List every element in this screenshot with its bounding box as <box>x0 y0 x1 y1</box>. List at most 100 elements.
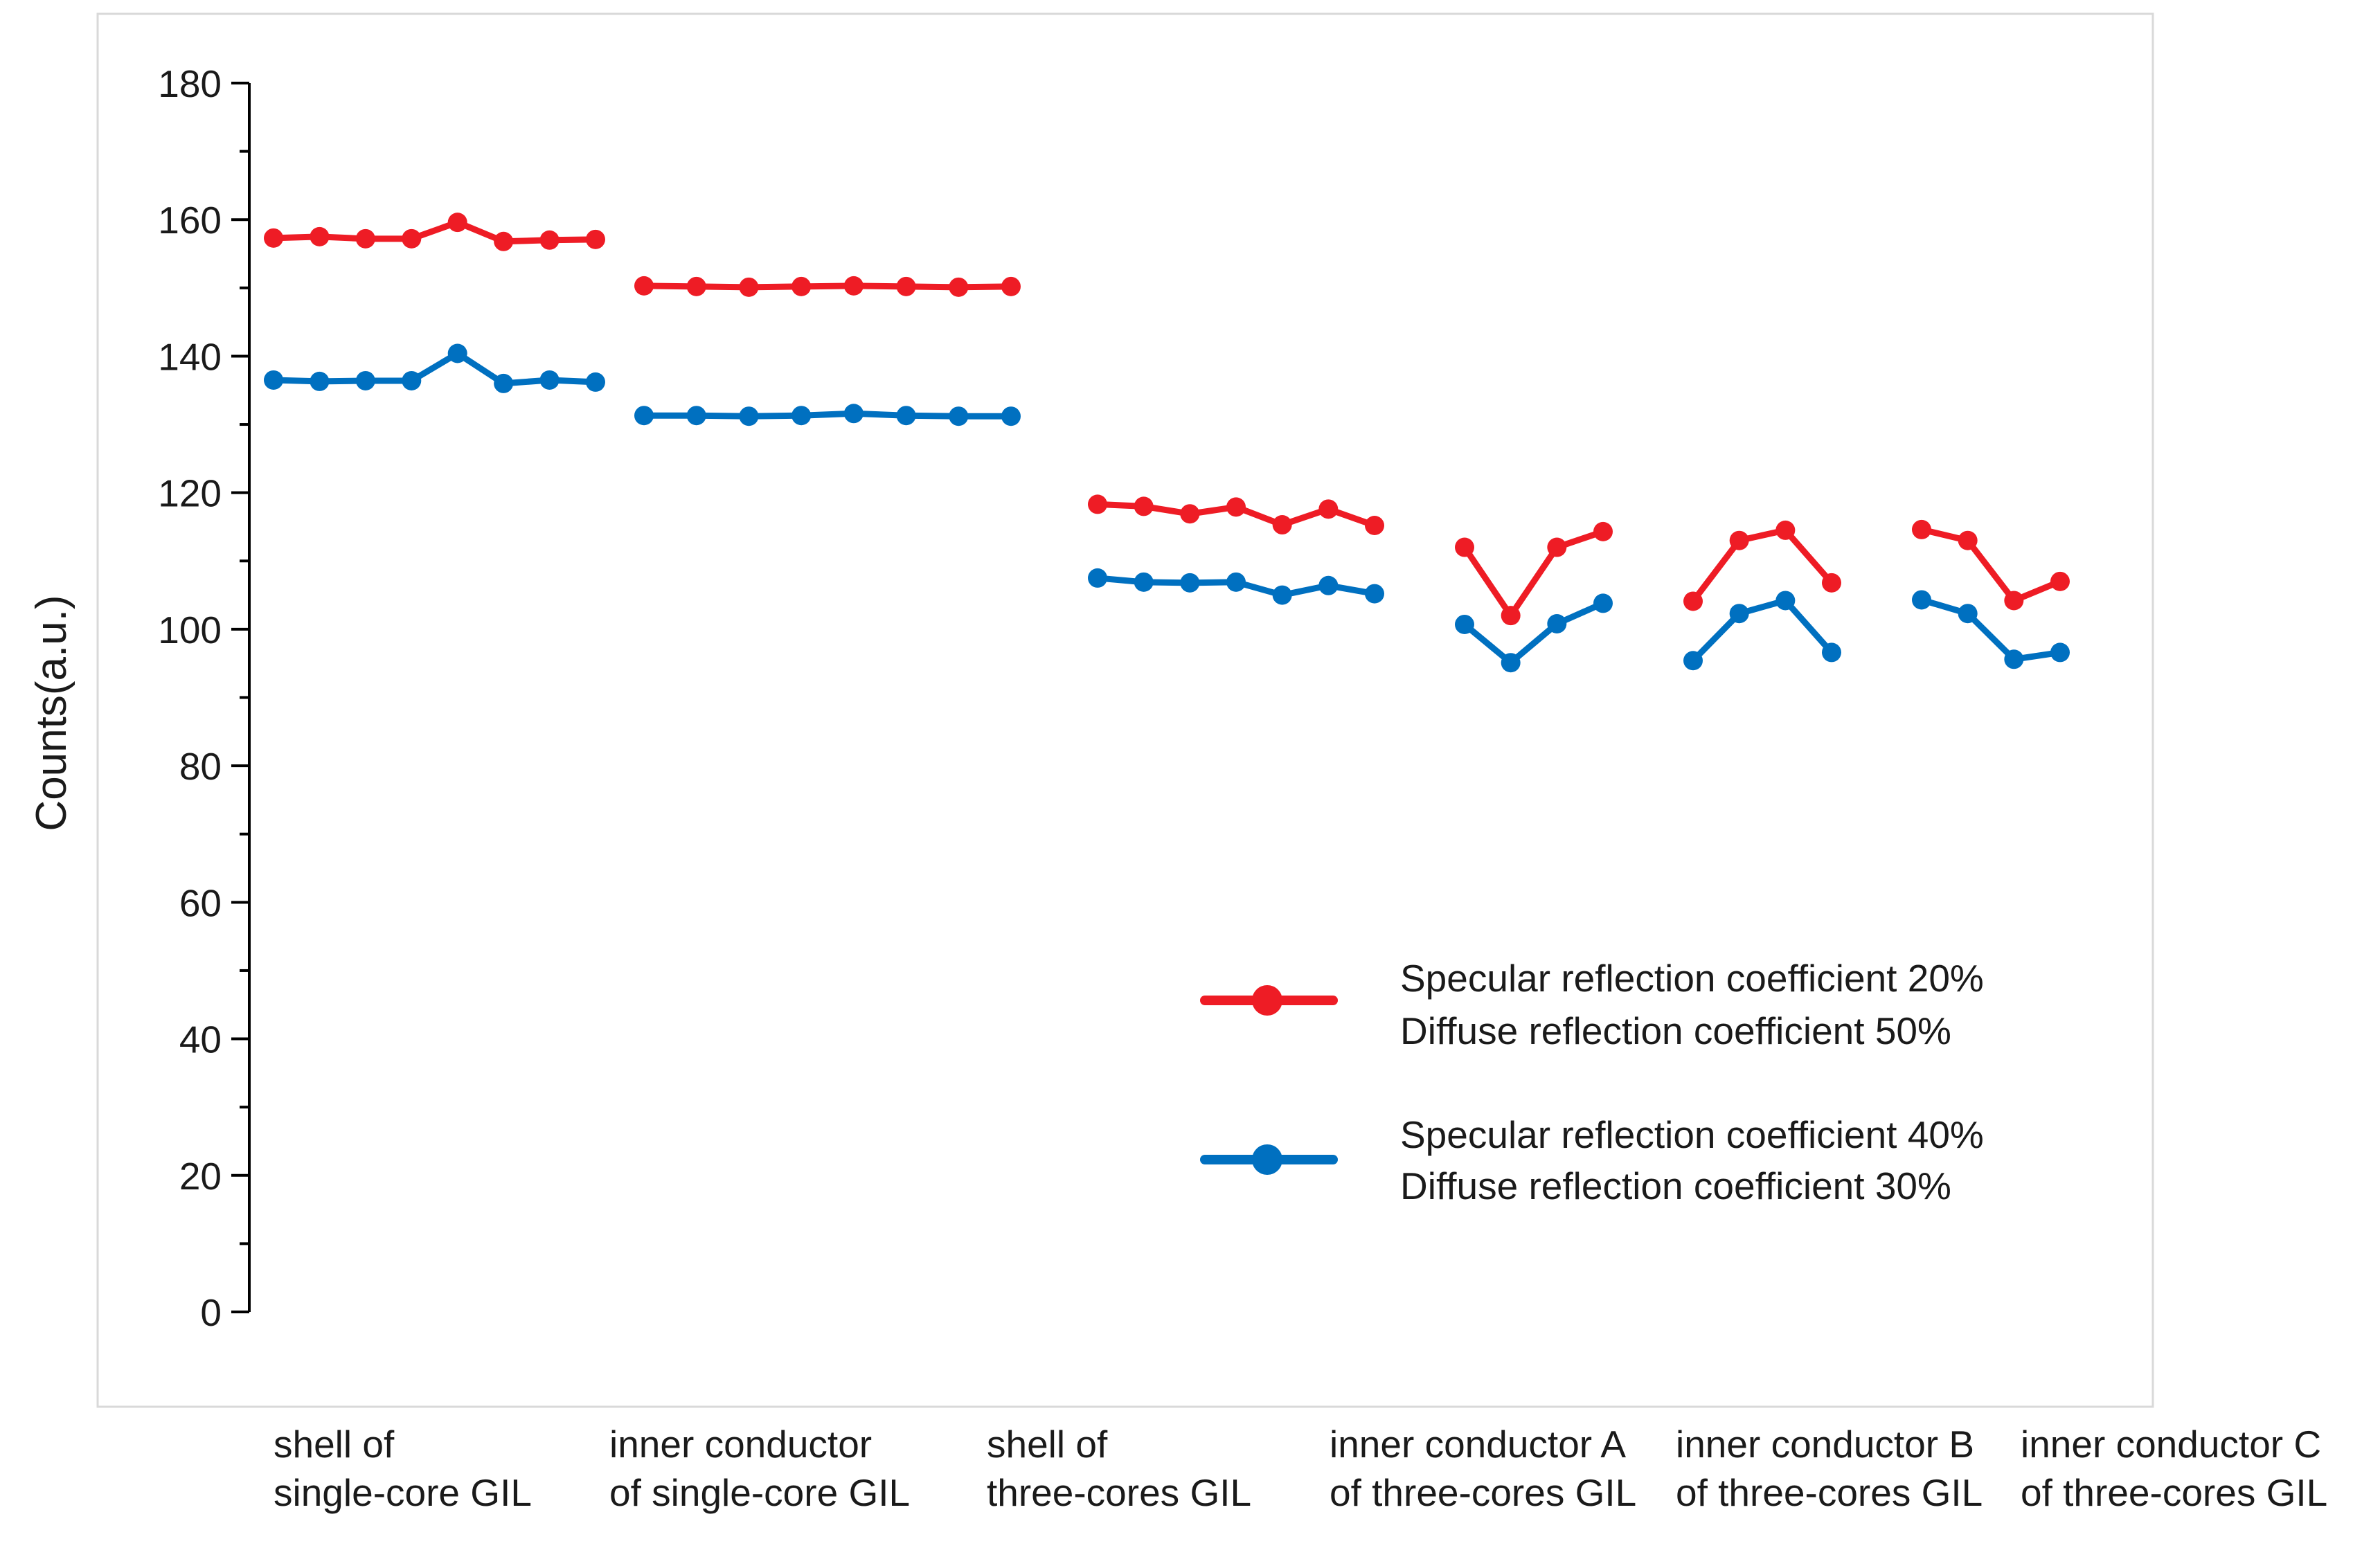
series-2-point <box>539 370 560 390</box>
series-1-point <box>1272 515 1292 535</box>
series-2-point <box>949 406 969 426</box>
y-axis: 0 20 40 60 80 100 120 140 160 180 <box>158 62 251 1334</box>
y-tick-label: 0 <box>200 1291 222 1334</box>
series-2-point <box>1134 572 1154 592</box>
x-category-label-line1: shell of <box>987 1423 1108 1466</box>
series-1-point <box>1501 606 1521 626</box>
series-1-point <box>1318 499 1339 519</box>
series-2-point <box>1501 653 1521 673</box>
series-1-point <box>1822 573 1841 593</box>
series-layer <box>264 213 2070 673</box>
series-1-point <box>949 277 969 297</box>
x-category-label-line2: of three-cores GIL <box>2021 1471 2327 1514</box>
y-tick-label: 60 <box>179 881 222 924</box>
series-2-point <box>494 373 514 393</box>
series-2-point <box>1822 642 1841 663</box>
series-2-point <box>355 370 375 390</box>
series-2-point <box>1547 614 1567 633</box>
series-1-point <box>2050 571 2070 591</box>
series-1-point <box>896 276 916 296</box>
series-1-line-group-6 <box>1918 526 2064 604</box>
x-category-label-line1: inner conductor C <box>2021 1423 2321 1466</box>
series-2-point <box>1272 585 1292 605</box>
y-tick-label: 80 <box>179 745 222 788</box>
x-category-label-line2: of single-core GIL <box>609 1471 910 1514</box>
x-category-label-line1: shell of <box>274 1423 395 1466</box>
legend: Specular reflection coefficient 20% Diff… <box>1200 957 1984 1207</box>
series-1-point <box>1001 276 1021 296</box>
series-1-point <box>1226 497 1246 517</box>
series-1-point <box>355 228 375 249</box>
series-1-point <box>310 226 330 246</box>
series-1-point <box>1134 496 1154 516</box>
series-1-point <box>447 213 467 233</box>
series-2-point <box>1593 593 1613 613</box>
x-category-labels: shell of single-core GIL inner conductor of… <box>274 1423 2327 1514</box>
series-2-point <box>1088 568 1107 588</box>
series-1-point <box>686 276 706 296</box>
series-1-point <box>1180 504 1200 524</box>
series-1-point <box>843 276 864 296</box>
legend-marker-series-2 <box>1252 1144 1282 1175</box>
plot-frame <box>96 12 2154 1408</box>
series-1-point <box>1088 494 1107 514</box>
series-2-point <box>447 343 467 363</box>
series-1-line-group-5 <box>1690 527 1835 604</box>
series-1-point <box>402 228 422 249</box>
series-2-point <box>402 370 422 390</box>
series-2-point <box>1729 604 1749 624</box>
series-2-point <box>586 372 605 392</box>
series-2-line-group-4 <box>1461 600 1607 666</box>
x-category-label-line2: of three-cores GIL <box>1676 1471 1983 1514</box>
y-tick-label: 120 <box>158 472 222 515</box>
series-2-point <box>1318 575 1339 595</box>
series-1-point <box>539 230 560 250</box>
legend-label-series-2: Specular reflection coefficient 40% <box>1400 1113 1984 1156</box>
series-2-point <box>1912 590 1931 610</box>
series-1-point <box>1365 516 1384 535</box>
legend-label-series-1: Specular reflection coefficient 20% <box>1400 957 1984 1000</box>
series-2-point <box>1683 651 1703 671</box>
y-tick-label: 20 <box>179 1155 222 1198</box>
series-2-point <box>1180 573 1200 593</box>
y-tick-label: 100 <box>158 609 222 651</box>
x-category-label-line2: of three-cores GIL <box>1330 1471 1636 1514</box>
legend-marker-series-1 <box>1252 985 1282 1016</box>
series-2-point <box>2050 642 2070 663</box>
y-tick-label: 140 <box>158 335 222 378</box>
series-1-point <box>1683 591 1703 611</box>
x-category-label-line1: inner conductor <box>609 1423 872 1466</box>
series-2-point <box>1365 584 1384 604</box>
series-1-point <box>791 276 812 296</box>
series-2-point <box>2004 649 2024 669</box>
series-2-point <box>686 406 706 426</box>
series-2-point <box>791 406 812 426</box>
series-2-point <box>1001 406 1021 426</box>
series-2-line-group-6 <box>1918 596 2064 663</box>
y-axis-label: Counts(a.u.) <box>28 595 75 831</box>
series-1-point <box>1775 520 1796 540</box>
series-1-point <box>739 277 759 297</box>
series-2-point <box>1775 591 1796 611</box>
series-1-point <box>1593 521 1613 541</box>
series-1-point <box>264 228 283 248</box>
series-2-point <box>843 404 864 424</box>
series-2-point <box>1455 614 1474 634</box>
series-1-point <box>2004 591 2024 611</box>
x-category-label-line1: inner conductor A <box>1330 1423 1626 1466</box>
series-1-point <box>494 231 514 251</box>
series-2-point <box>634 406 654 426</box>
series-1-line-group-4 <box>1461 528 1607 619</box>
series-1-point <box>1729 530 1749 550</box>
legend-label-series-2-line2: Diffuse reflection coefficient 30% <box>1400 1164 1951 1207</box>
series-2-point <box>1958 604 1978 624</box>
series-2-line-group-5 <box>1690 597 1835 664</box>
y-tick-label: 40 <box>179 1018 222 1061</box>
series-2-point <box>739 406 759 426</box>
series-1-point <box>634 276 654 296</box>
legend-label-series-1-line2: Diffuse reflection coefficient 50% <box>1400 1009 1951 1052</box>
y-tick-label: 180 <box>158 62 222 105</box>
x-category-label-line2: single-core GIL <box>274 1471 532 1514</box>
